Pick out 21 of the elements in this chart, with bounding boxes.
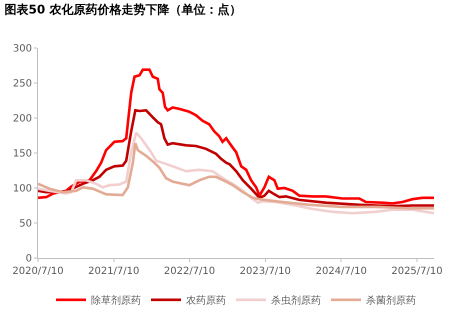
line-series <box>38 109 434 208</box>
x-tick-label: 2024/7/10 <box>316 266 367 277</box>
y-tick-label: 100 <box>12 184 32 194</box>
y-tick-label: 200 <box>12 114 32 124</box>
y-tick-label: 300 <box>12 44 32 54</box>
x-tick-label: 2023/7/10 <box>240 266 291 277</box>
y-tick-label: 150 <box>12 148 32 160</box>
y-tick-label: 0 <box>26 254 32 264</box>
legend-label: 杀虫剂原药 <box>271 294 321 307</box>
legend-label: 除草剂原药 <box>91 294 141 307</box>
x-tick-label: 2020/7/10 <box>12 266 64 277</box>
y-tick-label: 250 <box>12 78 32 90</box>
chart-title: 图表50 农化原药价格走势下降（单位：点） <box>4 2 242 16</box>
x-tick-label: 2021/7/10 <box>88 266 140 277</box>
legend-label: 农药原药 <box>186 294 226 307</box>
x-tick-label: 2022/7/10 <box>164 266 216 277</box>
line-series <box>38 68 434 205</box>
legend-label: 杀菌剂原药 <box>366 294 416 307</box>
y-tick-label: 50 <box>19 218 32 230</box>
line-series <box>38 142 434 210</box>
x-tick-label: 2025/7/10 <box>391 266 443 277</box>
